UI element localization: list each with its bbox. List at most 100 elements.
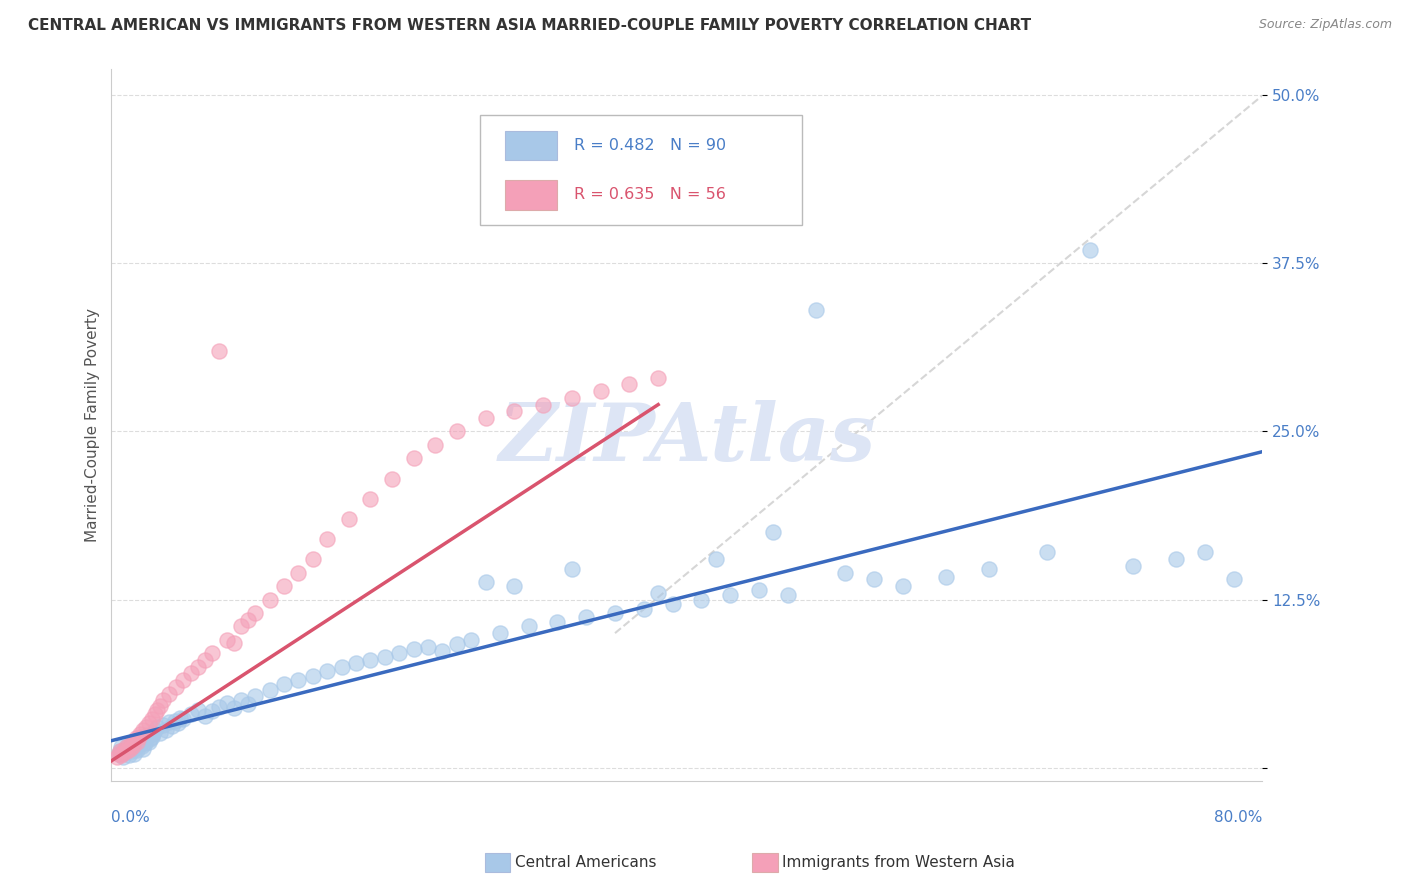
Point: [208, 700, 231, 714]
Point: [114, 740, 136, 755]
Point: [157, 714, 180, 729]
Point: [155, 723, 177, 737]
Point: [122, 739, 145, 753]
Text: 0.0%: 0.0%: [111, 810, 150, 824]
Point: [138, 735, 160, 749]
Point: [125, 740, 148, 755]
Point: [121, 736, 143, 750]
Point: [149, 698, 172, 713]
Point: [110, 740, 132, 755]
Point: [180, 706, 202, 721]
Point: [141, 730, 163, 744]
Point: [107, 747, 129, 761]
Point: [748, 583, 770, 598]
Point: [127, 735, 149, 749]
Point: [135, 720, 157, 734]
Point: [128, 738, 150, 752]
Point: [446, 425, 468, 439]
Text: 80.0%: 80.0%: [1215, 810, 1263, 824]
Text: Central Americans: Central Americans: [515, 855, 657, 870]
Point: [690, 592, 713, 607]
Point: [128, 730, 150, 744]
Point: [575, 610, 598, 624]
Text: R = 0.482   N = 90: R = 0.482 N = 90: [574, 138, 727, 153]
Point: [344, 656, 367, 670]
Point: [146, 703, 169, 717]
Point: [112, 746, 135, 760]
Point: [531, 398, 554, 412]
Point: [236, 613, 259, 627]
Point: [1035, 545, 1057, 559]
Point: [273, 677, 295, 691]
Point: [633, 602, 655, 616]
Point: [546, 615, 568, 630]
Point: [603, 606, 626, 620]
Point: [127, 743, 149, 757]
Point: [222, 701, 245, 715]
Point: [201, 646, 224, 660]
Point: [172, 712, 194, 726]
Text: ZIPAtlas: ZIPAtlas: [498, 401, 876, 478]
Point: [166, 716, 188, 731]
Text: R = 0.635   N = 56: R = 0.635 N = 56: [574, 187, 725, 202]
Point: [374, 650, 396, 665]
Point: [194, 709, 217, 723]
Point: [302, 552, 325, 566]
Point: [125, 731, 148, 745]
Point: [194, 653, 217, 667]
Point: [111, 749, 134, 764]
Point: [122, 736, 145, 750]
Point: [131, 739, 153, 753]
Point: [118, 739, 141, 753]
Point: [302, 669, 325, 683]
Point: [718, 589, 741, 603]
Point: [402, 642, 425, 657]
Point: [762, 525, 785, 540]
Point: [110, 748, 132, 763]
Point: [388, 646, 411, 660]
Point: [143, 706, 166, 721]
Point: [152, 717, 174, 731]
Point: [215, 632, 238, 647]
Point: [460, 632, 482, 647]
Point: [806, 303, 828, 318]
Point: [1194, 545, 1216, 559]
Bar: [505, 130, 557, 161]
Point: [359, 653, 381, 667]
Point: [402, 451, 425, 466]
Point: [245, 606, 267, 620]
Point: [432, 643, 454, 657]
Point: [561, 561, 583, 575]
Bar: [505, 179, 557, 210]
Point: [273, 579, 295, 593]
Point: [138, 716, 160, 731]
Point: [647, 370, 669, 384]
Point: [163, 714, 186, 728]
Point: [1078, 243, 1101, 257]
Point: [229, 693, 252, 707]
Point: [201, 704, 224, 718]
Point: [146, 720, 169, 734]
Point: [229, 619, 252, 633]
Point: [142, 727, 165, 741]
Point: [135, 731, 157, 745]
Point: [647, 586, 669, 600]
Point: [245, 690, 267, 704]
Point: [287, 566, 309, 580]
Point: [863, 573, 886, 587]
Point: [139, 732, 162, 747]
Point: [132, 723, 155, 737]
Point: [187, 703, 209, 717]
Point: [935, 569, 957, 583]
Point: [143, 723, 166, 737]
Point: [169, 711, 191, 725]
Point: [134, 736, 156, 750]
Point: [172, 673, 194, 688]
Point: [446, 637, 468, 651]
Point: [141, 712, 163, 726]
Point: [160, 719, 183, 733]
Point: [776, 589, 799, 603]
Point: [114, 743, 136, 757]
Point: [107, 747, 129, 761]
Point: [316, 532, 339, 546]
